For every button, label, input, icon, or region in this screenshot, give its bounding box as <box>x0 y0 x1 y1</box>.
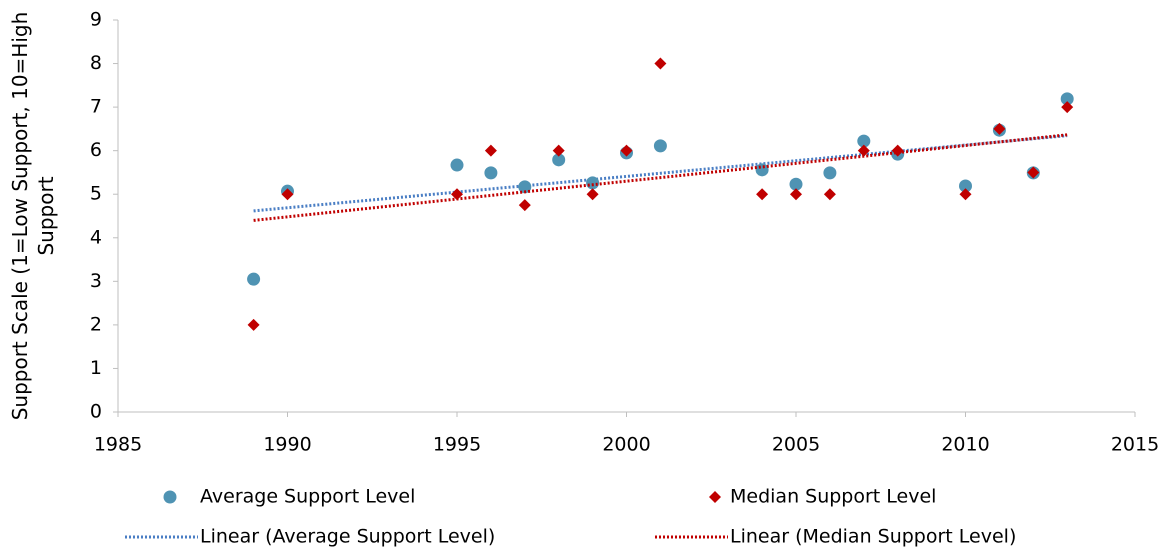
point <box>552 144 565 157</box>
point <box>857 144 870 157</box>
point <box>891 144 904 157</box>
point <box>654 57 667 70</box>
point <box>1027 166 1040 179</box>
y-axis-label: Support Scale (1=Low Support, 10=High Su… <box>8 11 58 421</box>
point <box>451 188 463 201</box>
point <box>959 188 972 201</box>
y-tick-label: 9 <box>90 9 102 31</box>
legend-label: Average Support Level <box>200 486 415 508</box>
legend-marker <box>709 491 721 503</box>
point <box>450 158 464 172</box>
point <box>789 177 803 191</box>
legend-label: Linear (Median Support Level) <box>730 526 1016 548</box>
x-tick-label: 1995 <box>433 434 481 456</box>
point <box>1061 101 1074 114</box>
point <box>484 144 497 157</box>
x-tick-label: 2010 <box>941 434 989 456</box>
y-tick-label: 8 <box>90 52 102 74</box>
y-tick-label: 7 <box>90 96 102 118</box>
point <box>993 122 1006 135</box>
point <box>1060 92 1074 106</box>
point <box>823 188 836 201</box>
point <box>653 139 667 153</box>
point <box>247 318 260 331</box>
y-tick-label: 0 <box>90 401 102 423</box>
y-tick-label: 3 <box>90 270 102 292</box>
point <box>281 188 294 201</box>
y-tick-label: 6 <box>90 139 102 161</box>
y-tick-label: 5 <box>90 183 102 205</box>
point <box>823 166 837 180</box>
point <box>857 134 871 148</box>
point <box>247 272 261 286</box>
x-tick-label: 1985 <box>94 434 142 456</box>
point <box>484 166 498 180</box>
trend-line <box>253 133 1068 222</box>
legend-label: Linear (Average Support Level) <box>200 526 495 548</box>
legend-label: Median Support Level <box>730 486 936 508</box>
x-tick-label: 1990 <box>263 434 311 456</box>
point <box>620 144 633 157</box>
point <box>552 153 566 167</box>
point <box>756 188 769 201</box>
y-tick-label: 2 <box>90 313 102 335</box>
x-tick-label: 2000 <box>602 434 650 456</box>
point <box>518 199 531 212</box>
point <box>959 179 972 193</box>
x-tick-label: 2005 <box>772 434 820 456</box>
y-tick-label: 4 <box>90 226 102 248</box>
point <box>790 188 802 201</box>
y-tick-label: 1 <box>90 357 102 379</box>
legend-marker <box>163 490 177 504</box>
x-tick-label: 2015 <box>1111 434 1159 456</box>
point <box>586 188 599 201</box>
